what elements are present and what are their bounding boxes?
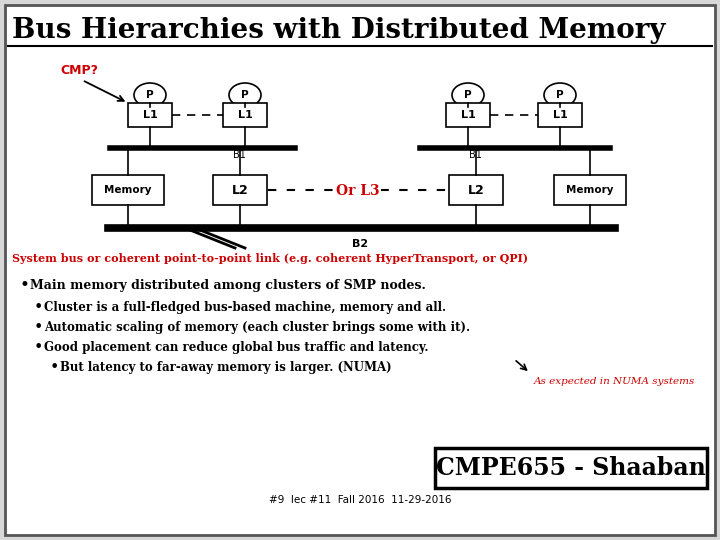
Text: •: •	[49, 361, 59, 375]
Text: P: P	[146, 90, 154, 100]
Text: •: •	[33, 300, 42, 315]
Text: CMPE655 - Shaaban: CMPE655 - Shaaban	[436, 456, 706, 480]
Text: Bus Hierarchies with Distributed Memory: Bus Hierarchies with Distributed Memory	[12, 17, 665, 44]
Text: Automatic scaling of memory (each cluster brings some with it).: Automatic scaling of memory (each cluste…	[44, 321, 470, 334]
Text: But latency to far-away memory is larger. (NUMA): But latency to far-away memory is larger…	[60, 361, 392, 375]
Bar	[446, 103, 490, 127]
Text: Good placement can reduce global bus traffic and latency.: Good placement can reduce global bus tra…	[44, 341, 428, 354]
Bar	[538, 103, 582, 127]
Text: System bus or coherent point-to-point link (e.g. coherent HyperTransport, or QPI: System bus or coherent point-to-point li…	[12, 252, 528, 264]
Text: CMP?: CMP?	[60, 64, 98, 77]
Text: Cluster is a full-fledged bus-based machine, memory and all.: Cluster is a full-fledged bus-based mach…	[44, 301, 446, 314]
Ellipse shape	[134, 83, 166, 107]
Text: •: •	[33, 341, 42, 355]
Text: P: P	[556, 90, 564, 100]
Bar	[223, 103, 267, 127]
Text: B1: B1	[233, 150, 246, 160]
Text: L1: L1	[553, 110, 567, 120]
Ellipse shape	[452, 83, 484, 107]
Text: •: •	[19, 276, 29, 294]
Text: L1: L1	[143, 110, 158, 120]
Bar	[554, 175, 626, 205]
Ellipse shape	[229, 83, 261, 107]
Bar	[128, 103, 172, 127]
Text: Memory: Memory	[104, 185, 152, 195]
Text: Main memory distributed among clusters of SMP nodes.: Main memory distributed among clusters o…	[30, 279, 426, 292]
Ellipse shape	[544, 83, 576, 107]
Text: L1: L1	[461, 110, 475, 120]
Text: Or L3: Or L3	[336, 184, 380, 198]
Text: #9  lec #11  Fall 2016  11-29-2016: #9 lec #11 Fall 2016 11-29-2016	[269, 495, 451, 505]
Text: P: P	[241, 90, 249, 100]
Bar	[449, 175, 503, 205]
Text: L1: L1	[238, 110, 253, 120]
Text: L2: L2	[232, 184, 248, 197]
Text: B1: B1	[469, 150, 482, 160]
Text: B2: B2	[352, 239, 368, 249]
Bar	[92, 175, 164, 205]
Text: L2: L2	[467, 184, 485, 197]
Bar	[213, 175, 267, 205]
Text: P: P	[464, 90, 472, 100]
Text: Memory: Memory	[566, 185, 613, 195]
Text: As expected in NUMA systems: As expected in NUMA systems	[534, 377, 696, 386]
Bar	[435, 448, 707, 488]
Text: •: •	[33, 321, 42, 335]
